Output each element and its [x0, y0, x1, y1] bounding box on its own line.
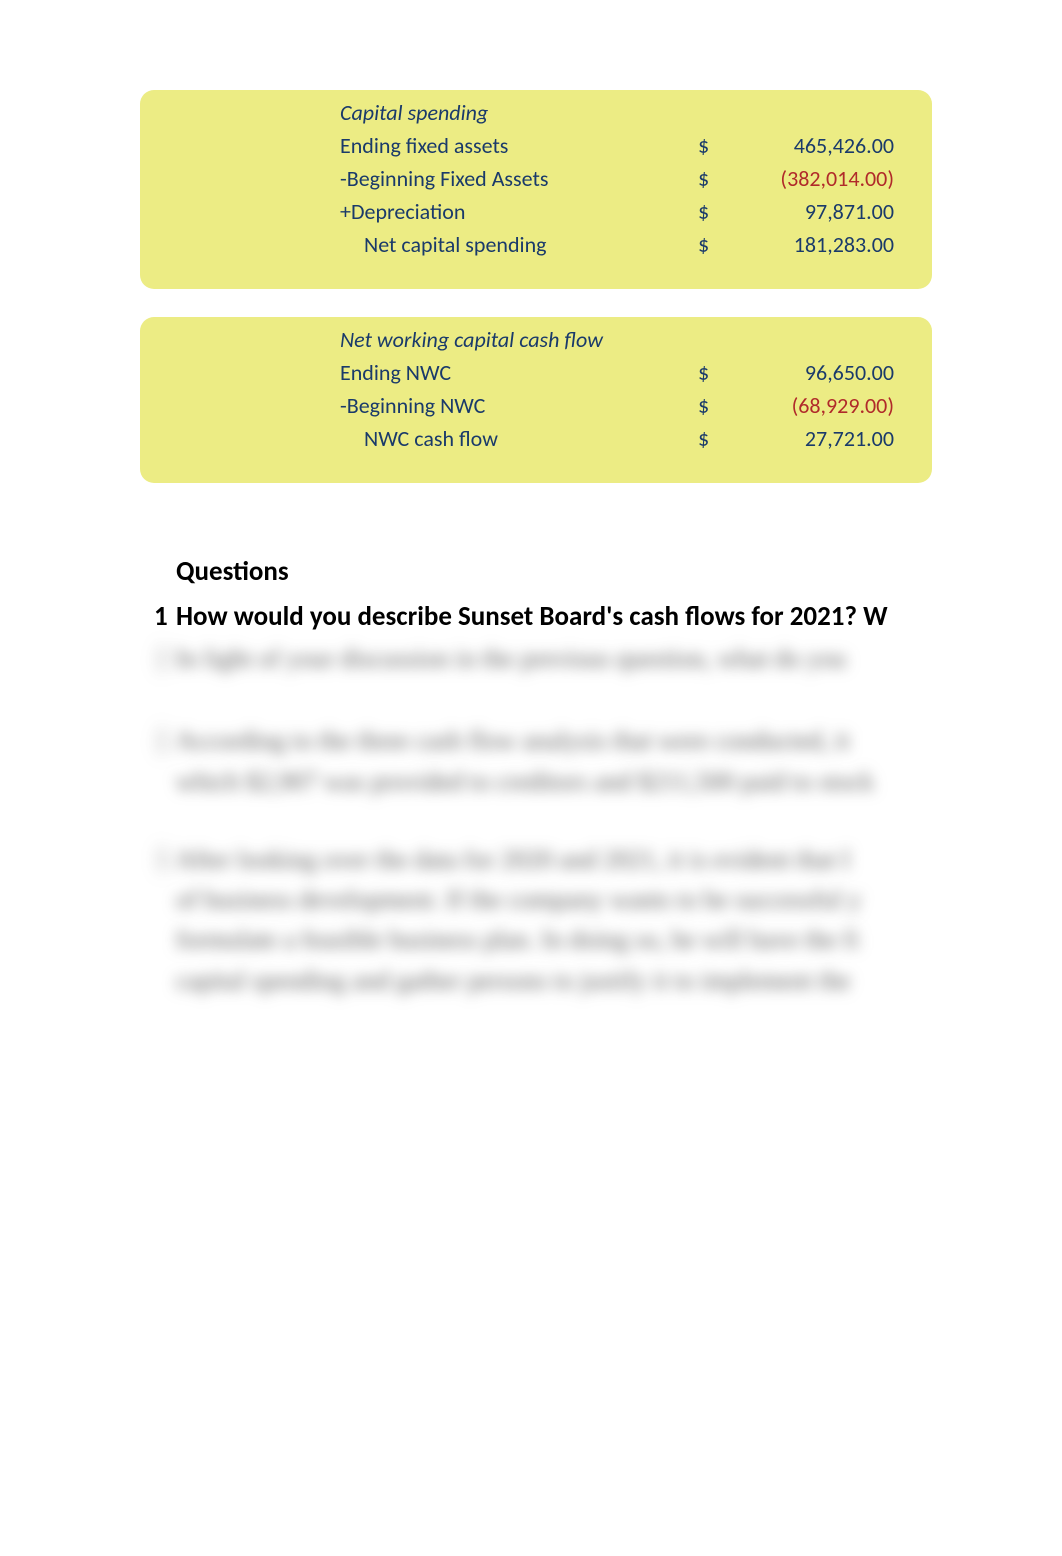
total-row: Net capital spending $ 181,283.00	[340, 228, 902, 261]
total-amount: 181,283.00	[734, 231, 902, 258]
questions-heading: Questions	[176, 555, 976, 588]
row-amount: 96,650.00	[734, 359, 902, 386]
question-1: 1 How would you describe Sunset Board's …	[154, 600, 976, 633]
capital-spending-section: Capital spending Ending fixed assets $ 4…	[140, 90, 932, 289]
blurred-text: which $2,907 was provided to creditors a…	[154, 762, 976, 802]
currency-symbol: $	[698, 231, 734, 258]
row-label: -Beginning Fixed Assets	[340, 165, 698, 192]
currency-symbol: $	[698, 425, 734, 452]
currency-symbol: $	[698, 165, 734, 192]
row-label: Ending NWC	[340, 359, 698, 386]
section-title-row: Capital spending	[340, 96, 902, 129]
table-row: Ending NWC $ 96,650.00	[340, 356, 902, 389]
total-amount: 27,721.00	[734, 425, 902, 452]
row-label: Ending fixed assets	[340, 132, 698, 159]
table-row: Ending fixed assets $ 465,426.00	[340, 129, 902, 162]
row-amount: 465,426.00	[734, 132, 902, 159]
table-row: -Beginning NWC $ (68,929.00)	[340, 389, 902, 422]
table-row: +Depreciation $ 97,871.00	[340, 195, 902, 228]
row-amount: (68,929.00)	[734, 392, 902, 419]
row-label: +Depreciation	[340, 198, 698, 225]
currency-symbol: $	[698, 132, 734, 159]
blurred-text: capital spending and gather persons to j…	[154, 961, 976, 1001]
blurred-text: formulate a feasible business plan. In d…	[154, 920, 976, 960]
currency-symbol: $	[698, 198, 734, 225]
question-text: How would you describe Sunset Board's ca…	[176, 600, 976, 633]
currency-symbol: $	[698, 359, 734, 386]
total-row: NWC cash flow $ 27,721.00	[340, 422, 902, 455]
row-amount: (382,014.00)	[734, 165, 902, 192]
blurred-text: of business development. If the company …	[154, 880, 976, 920]
row-label: -Beginning NWC	[340, 392, 698, 419]
row-amount: 97,871.00	[734, 198, 902, 225]
section-title-row: Net working capital cash flow	[340, 323, 902, 356]
total-label: Net capital spending	[340, 231, 698, 258]
currency-symbol: $	[698, 392, 734, 419]
blurred-text: 2In light of your discussion in the prev…	[154, 639, 976, 679]
question-number: 1	[154, 600, 176, 633]
questions-block: Questions 1 How would you describe Sunse…	[176, 555, 976, 1001]
blurred-text: 3After looking over the data for 2020 an…	[154, 840, 976, 880]
table-row: -Beginning Fixed Assets $ (382,014.00)	[340, 162, 902, 195]
total-label: NWC cash flow	[340, 425, 698, 452]
section-title: Net working capital cash flow	[340, 326, 698, 353]
nwc-section: Net working capital cash flow Ending NWC…	[140, 317, 932, 483]
section-title: Capital spending	[340, 99, 698, 126]
blurred-text: 2According to the three cash flow analys…	[154, 721, 976, 761]
